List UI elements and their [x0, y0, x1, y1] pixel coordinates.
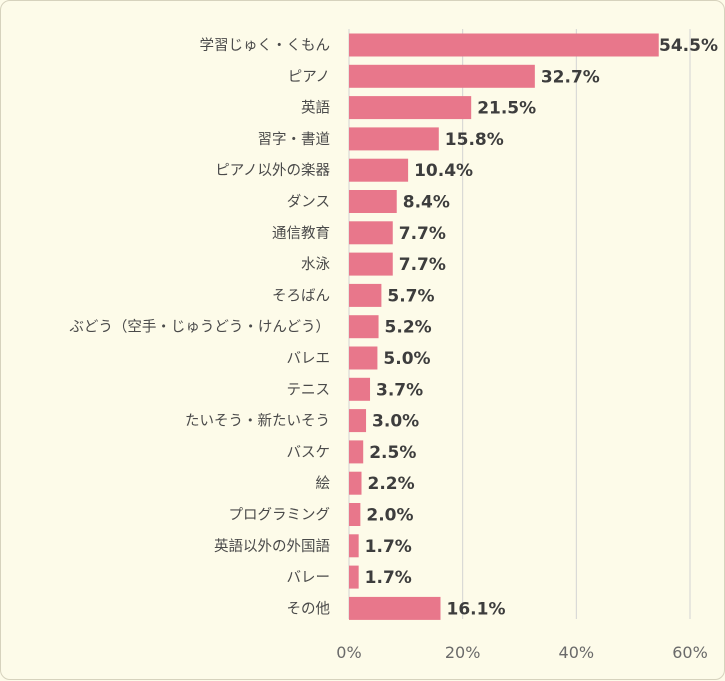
value-labels: 54.5% 32.7%21.5% 15.8% 10.4% 8.4% 7.7% 7.7% 5.7… [365, 36, 718, 619]
x-tick-label: 20% [445, 643, 481, 662]
category-label: ぶどう（空手・じゅうどう・けんどう） [69, 319, 330, 336]
value-label: 8.4% [403, 193, 450, 213]
category-label: 絵 [316, 475, 331, 492]
value-label: 5.7% [387, 286, 434, 306]
bar [349, 33, 659, 57]
value-label: 32.7% [541, 67, 600, 87]
category-label: そろばん [272, 287, 330, 304]
bar [349, 409, 367, 433]
bar [349, 503, 361, 526]
value-label: 2.2% [368, 474, 415, 494]
category-label: ピアノ以外の楽器 [215, 162, 330, 179]
category-label: バレー [287, 570, 331, 586]
value-label: 54.5% [659, 36, 718, 56]
value-label: 10.4% [414, 161, 473, 181]
bar [349, 440, 364, 464]
category-label: 習字・書道 [258, 131, 331, 148]
bar [349, 596, 441, 620]
x-tick-label: 40% [559, 643, 595, 662]
bar [349, 221, 393, 245]
bar [349, 565, 359, 589]
category-label: その他 [287, 600, 331, 617]
bar [349, 158, 409, 182]
category-label: バレエ [287, 351, 331, 367]
bar [349, 252, 393, 276]
bar [349, 64, 535, 88]
category-label: 英語 [301, 99, 330, 117]
category-label: 学習じゅく・くもん [200, 37, 331, 54]
value-label: 2.5% [369, 443, 416, 463]
value-label: 2.0% [366, 506, 413, 526]
category-label: 水泳 [301, 256, 330, 273]
bar [349, 534, 359, 558]
category-label: テニス [287, 382, 331, 398]
x-axis-tick-labels: 0% 20% 40% 60% [336, 643, 707, 662]
value-label: 21.5% [477, 99, 536, 119]
bar [349, 190, 397, 213]
category-label: 通信教育 [272, 225, 330, 242]
category-label: プログラミング [229, 507, 331, 524]
value-label: 1.7% [365, 568, 412, 588]
value-label: 15.8% [445, 130, 504, 150]
bar [349, 346, 378, 370]
category-label: ダンス [287, 194, 330, 211]
category-labels: 学習じゅく・くもんピアノ英語習字・書道ピアノ以外の楽器ダンス通信教育水泳そろばん… [69, 37, 330, 617]
value-label: 5.0% [383, 349, 430, 369]
category-label: バスケ [287, 444, 331, 461]
value-label: 3.0% [372, 412, 419, 432]
bar [349, 127, 439, 151]
value-label: 1.7% [365, 537, 412, 557]
value-label: 7.7% [399, 255, 446, 275]
value-label: 3.7% [376, 380, 423, 400]
value-label: 16.1% [447, 599, 506, 619]
category-label: 英語以外の外国語 [214, 537, 330, 555]
bar [349, 377, 371, 401]
value-label: 7.7% [399, 224, 446, 244]
category-label: たいそう・新たいそう [185, 413, 330, 430]
bar [349, 96, 472, 120]
category-label: ピアノ [288, 68, 330, 85]
value-label: 5.2% [385, 318, 432, 338]
x-tick-label: 60% [672, 643, 708, 662]
bar [349, 471, 362, 495]
x-tick-label: 0% [336, 643, 361, 662]
bar [349, 283, 382, 307]
bars [349, 33, 659, 620]
bar [349, 315, 379, 339]
